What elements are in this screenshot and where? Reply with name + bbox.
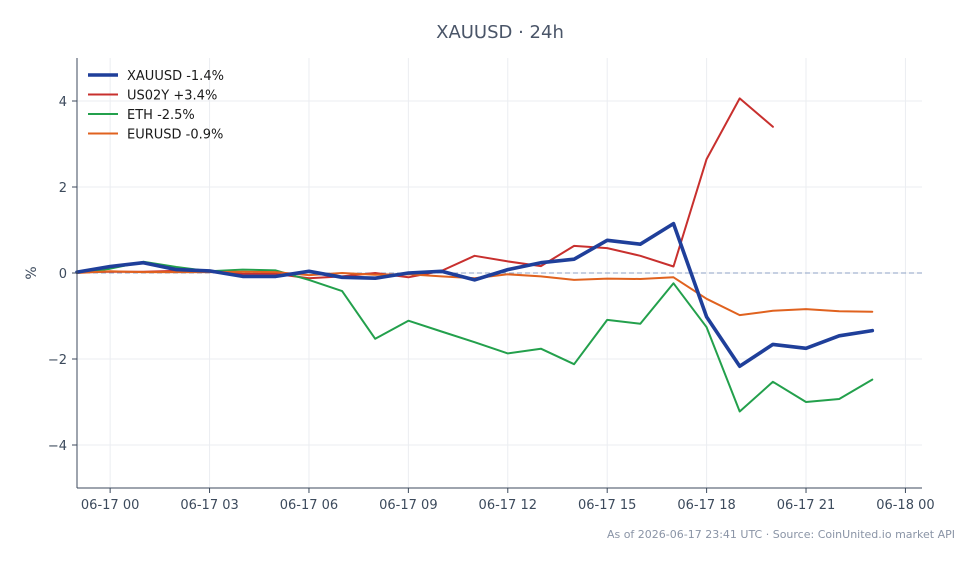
source-footnote: As of 2026-06-17 23:41 UTC · Source: Coi… bbox=[607, 528, 955, 541]
legend: XAUUSD -1.4% US02Y +3.4% ETH -2.5% EURUSD -… bbox=[88, 69, 224, 143]
x-axis-ticks: 06-17 00 06-17 03 06-17 06 06-17 09 06-17 12… bbox=[81, 488, 935, 513]
y-tick-label: 2 bbox=[59, 181, 67, 196]
series-lines bbox=[75, 97, 875, 413]
y-tick-label: 0 bbox=[59, 267, 67, 282]
y-tick-label: −2 bbox=[48, 353, 67, 368]
series-line-us02y bbox=[76, 97, 774, 280]
legend-label-us02y: US02Y +3.4% bbox=[127, 89, 217, 104]
y-tick-label: 4 bbox=[59, 95, 67, 110]
x-tick-label: 06-17 12 bbox=[479, 498, 537, 513]
legend-label-eurusd: EURUSD -0.9% bbox=[127, 128, 223, 143]
series-line-xauusd bbox=[75, 221, 875, 369]
y-tick-label: −4 bbox=[48, 439, 67, 454]
x-tick-label: 06-18 00 bbox=[876, 498, 934, 513]
y-axis-label: % bbox=[24, 266, 40, 279]
series-line-eth bbox=[76, 260, 874, 413]
x-tick-label: 06-17 18 bbox=[677, 498, 735, 513]
chart-title: XAUUSD · 24h bbox=[436, 22, 564, 43]
y-axis-ticks: 4 2 0 −2 −4 bbox=[48, 95, 77, 454]
series-line-eurusd bbox=[76, 270, 874, 317]
x-tick-label: 06-17 21 bbox=[777, 498, 835, 513]
legend-label-eth: ETH -2.5% bbox=[127, 108, 195, 123]
x-tick-label: 06-17 06 bbox=[280, 498, 338, 513]
legend-label-xauusd: XAUUSD -1.4% bbox=[127, 69, 224, 84]
x-tick-label: 06-17 03 bbox=[180, 498, 238, 513]
x-tick-label: 06-17 09 bbox=[379, 498, 437, 513]
x-tick-label: 06-17 15 bbox=[578, 498, 636, 513]
x-tick-label: 06-17 00 bbox=[81, 498, 139, 513]
